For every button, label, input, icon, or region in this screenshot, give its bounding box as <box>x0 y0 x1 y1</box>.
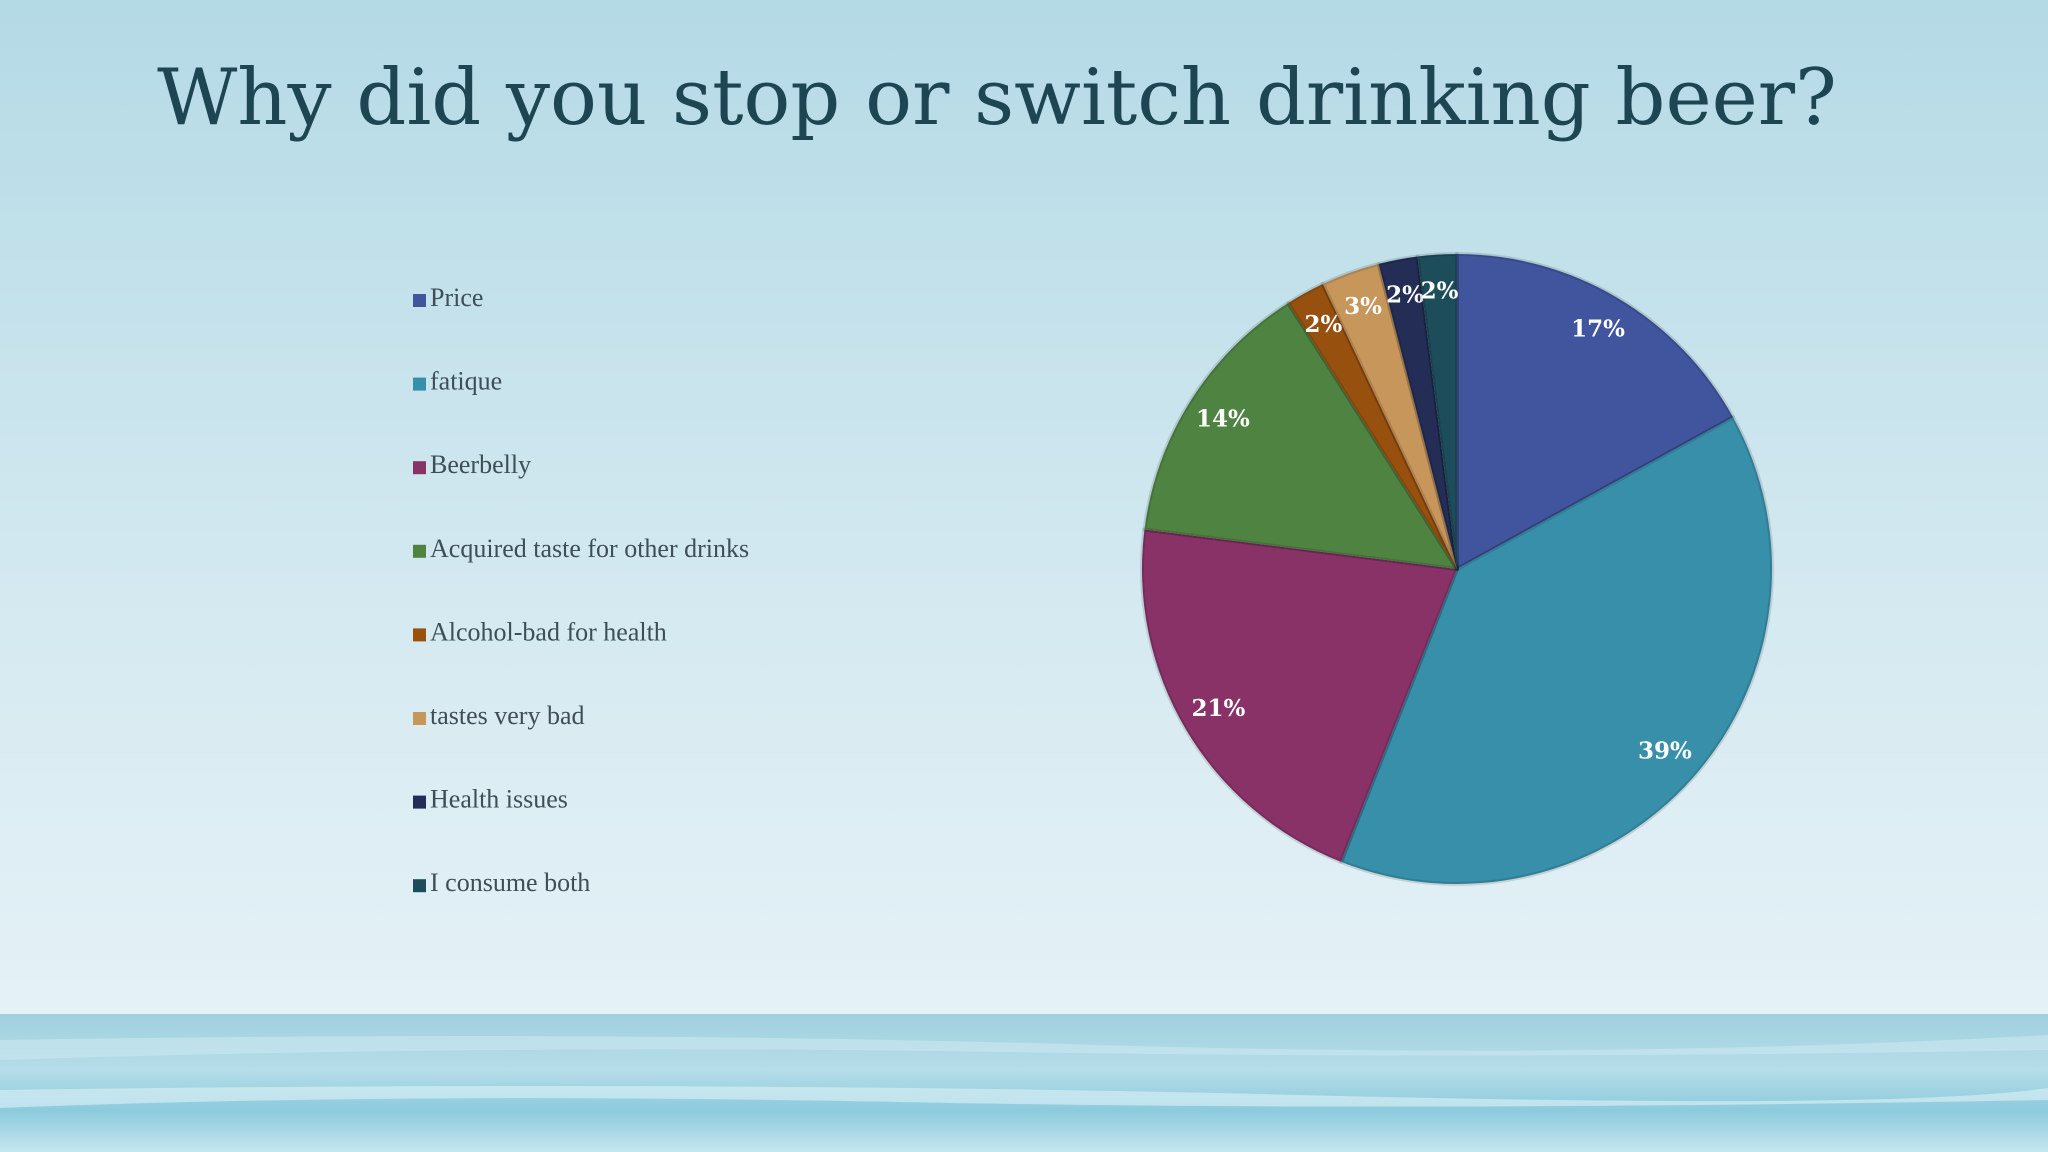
slice-label: 17% <box>1571 315 1625 342</box>
legend: Price fatique Beerbelly Acquired taste for … <box>413 283 749 897</box>
legend-label: tastes very bad <box>430 701 585 730</box>
legend-swatch <box>413 795 426 809</box>
wave <box>0 1086 2048 1108</box>
legend-label: Alcohol-bad for health <box>430 617 667 646</box>
slice-label: 3% <box>1344 293 1382 320</box>
legend-label: Beerbelly <box>430 450 531 479</box>
legend-label: Health issues <box>430 785 568 814</box>
slice-label: 21% <box>1191 695 1245 722</box>
legend-swatch <box>413 294 426 307</box>
legend-swatch <box>413 377 426 391</box>
pie-slice <box>1142 301 1459 571</box>
legend-label: I consume both <box>430 868 590 897</box>
slice-label: 2% <box>1421 277 1459 304</box>
sea <box>0 1014 2048 1152</box>
chart-title: Why did you stop or switch drinking beer… <box>157 53 1837 143</box>
legend-swatch <box>413 544 426 558</box>
slice-label: 39% <box>1638 737 1692 764</box>
legend-label: Acquired taste for other drinks <box>430 534 749 563</box>
pie-slice <box>1140 527 1459 864</box>
legend-swatch <box>413 879 426 893</box>
legend-swatch <box>413 712 426 725</box>
pie-slice <box>1339 415 1774 886</box>
pie-slice <box>1455 252 1736 571</box>
slice-label: 14% <box>1196 405 1250 432</box>
legend-label: fatique <box>430 367 502 396</box>
legend-swatch <box>413 628 426 642</box>
pie-slice <box>1320 261 1459 571</box>
slice-label: 2% <box>1305 311 1343 338</box>
legend-label: Price <box>430 283 483 312</box>
pie-slice <box>1286 281 1459 571</box>
pie-slice <box>1376 254 1459 571</box>
legend-swatch <box>413 461 426 475</box>
pie: 17%39%21%14%2%3% 2%2% <box>1140 252 1774 886</box>
slice-label: 2% <box>1386 282 1424 309</box>
wave <box>0 1035 2048 1060</box>
pie-slice <box>1415 252 1459 571</box>
